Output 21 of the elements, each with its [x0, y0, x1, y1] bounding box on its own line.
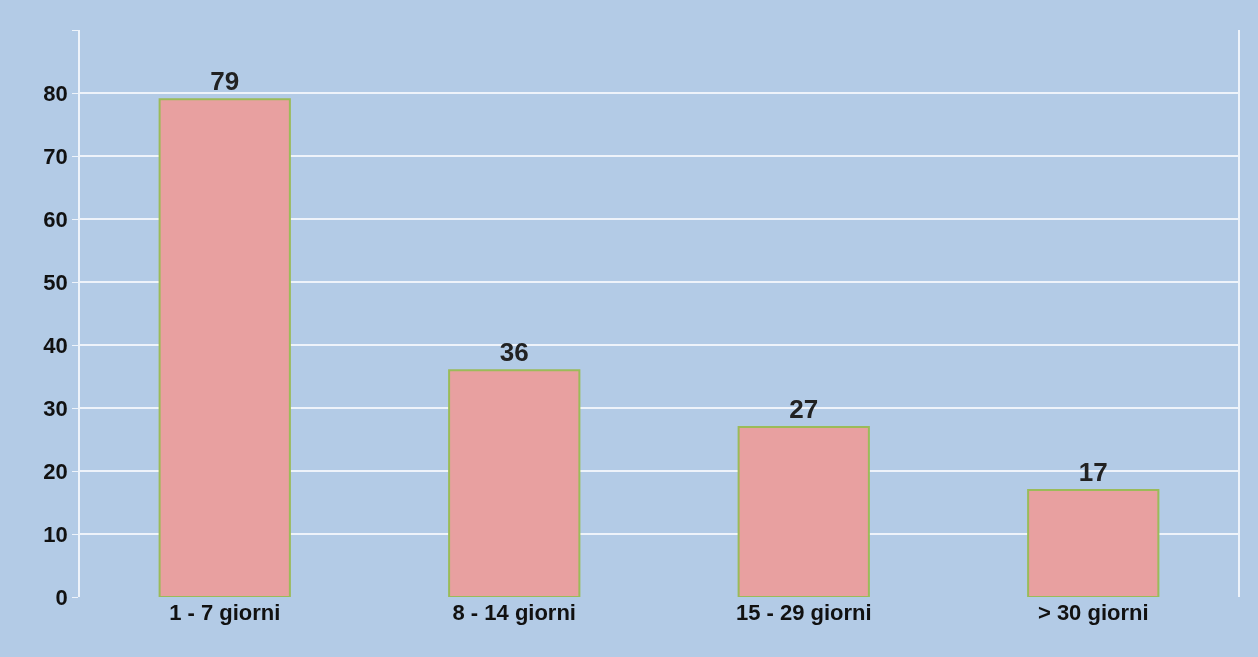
y-tick-label: 70 — [43, 143, 68, 169]
y-tick-label: 30 — [43, 395, 68, 421]
y-tick-label: 0 — [55, 584, 68, 610]
y-tick-label: 10 — [43, 521, 68, 547]
data-label: 79 — [210, 66, 240, 97]
bar — [737, 425, 870, 597]
bar — [448, 369, 581, 597]
y-tick-label: 20 — [43, 458, 68, 484]
y-tick-label: 80 — [43, 80, 68, 106]
data-label: 36 — [499, 337, 529, 368]
data-label: 17 — [1078, 456, 1108, 487]
y-tick-label: 40 — [43, 332, 68, 358]
y-tick-label: 60 — [43, 206, 68, 232]
data-label: 27 — [789, 393, 819, 424]
x-tick-label: > 30 giorni — [1037, 600, 1149, 625]
x-tick-label: 15 - 29 giorni — [735, 600, 872, 625]
bar — [1027, 488, 1160, 597]
x-tick-label: 8 - 14 giorni — [452, 600, 576, 625]
y-tick-label: 50 — [43, 269, 68, 295]
bar — [158, 98, 291, 597]
x-tick-label: 1 - 7 giorni — [169, 600, 281, 625]
